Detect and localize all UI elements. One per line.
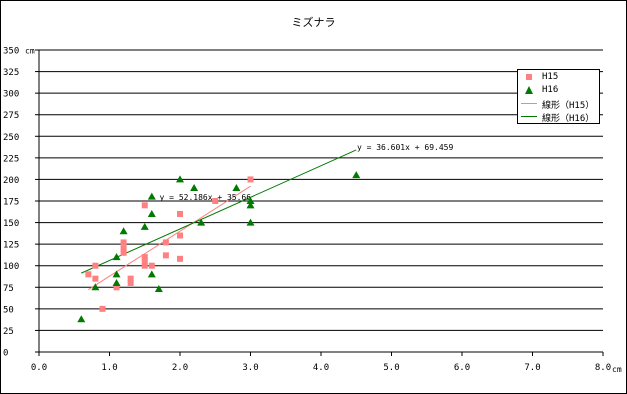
x-tick-label: 3.0 [242, 363, 258, 373]
legend-item-trend-h16: 線形（H16） [518, 110, 599, 124]
data-point [113, 284, 120, 291]
data-point [112, 270, 121, 278]
data-point [148, 262, 155, 269]
y-tick-label: 325 [3, 68, 19, 78]
data-point [112, 278, 121, 286]
data-point [85, 271, 92, 278]
y-tick-label: 75 [3, 284, 14, 294]
legend: H15 H16 線形（H15） 線形（H16） [517, 69, 600, 124]
y-unit-label: cm [25, 47, 35, 56]
y-tick-label: 200 [3, 176, 19, 186]
trendline-equation: y = 36.601x + 69.459 [357, 143, 454, 152]
data-point [141, 202, 148, 209]
x-tick-label: 6.0 [454, 363, 470, 373]
data-point [177, 210, 183, 217]
y-tick-label: 300 [3, 90, 19, 100]
triangle-marker-icon [525, 86, 533, 94]
data-point [232, 184, 241, 192]
x-tick-label: 0.0 [31, 363, 47, 373]
data-point [147, 192, 156, 200]
data-point [197, 218, 206, 226]
y-tick-label: 275 [3, 111, 19, 121]
x-tick-label: 5.0 [383, 363, 399, 373]
x-tick-label: 4.0 [313, 363, 329, 373]
data-point [91, 283, 100, 291]
data-point [162, 252, 169, 259]
x-unit-label: cm [612, 365, 622, 374]
data-point [77, 315, 86, 323]
legend-label: 線形（H15） [542, 101, 595, 111]
y-tick-label: 350 [3, 47, 19, 57]
data-point [141, 258, 148, 265]
data-point [177, 232, 183, 239]
legend-item-h16: H16 [518, 84, 599, 97]
line-marker-icon [521, 116, 537, 117]
data-point [141, 262, 148, 269]
data-point [99, 305, 106, 312]
data-point [92, 262, 99, 269]
x-tick-label: 8.0 [595, 363, 611, 373]
y-tick-label: 125 [3, 241, 19, 251]
data-point [120, 239, 127, 246]
x-tick-label: 2.0 [172, 363, 188, 373]
legend-item-h15: H15 [518, 71, 599, 84]
data-point [127, 279, 134, 286]
data-point [112, 253, 121, 261]
legend-label: 線形（H16） [542, 114, 595, 124]
trendline [81, 149, 357, 274]
y-tick-label: 25 [3, 327, 14, 337]
data-point [246, 218, 255, 226]
square-marker-icon [526, 74, 532, 80]
data-point [147, 209, 156, 217]
data-point [120, 245, 127, 252]
data-point [212, 198, 219, 204]
y-tick-label: 175 [3, 198, 19, 208]
data-point [162, 239, 169, 246]
legend-label: H16 [542, 85, 559, 95]
data-point [246, 201, 255, 209]
data-point [190, 184, 199, 192]
trendline-equation: y = 52.186x + 35.66 [160, 193, 252, 202]
chart-title: ミズナラ [291, 16, 336, 29]
line-marker-icon [521, 103, 537, 104]
y-tick-label: 100 [3, 262, 19, 272]
x-tick-label: 7.0 [524, 363, 540, 373]
data-point [147, 270, 156, 278]
data-point [119, 227, 128, 235]
y-tick-label: 225 [3, 154, 19, 164]
data-point [177, 255, 183, 262]
data-point [154, 285, 163, 293]
legend-item-trend-h15: 線形（H15） [518, 97, 599, 111]
y-tick-label: 250 [3, 133, 19, 143]
y-tick-label: 50 [3, 305, 14, 315]
data-point [246, 197, 255, 204]
data-point [127, 275, 134, 282]
y-tick-label: 0 [3, 349, 8, 359]
data-point [141, 254, 148, 261]
legend-label: H15 [542, 72, 559, 82]
data-point [247, 176, 254, 183]
data-point [176, 175, 184, 183]
y-tick-label: 150 [3, 219, 19, 229]
data-point [120, 249, 127, 256]
x-tick-label: 1.0 [101, 363, 117, 373]
data-point [92, 275, 99, 282]
data-point [352, 171, 361, 179]
data-point [140, 222, 149, 230]
